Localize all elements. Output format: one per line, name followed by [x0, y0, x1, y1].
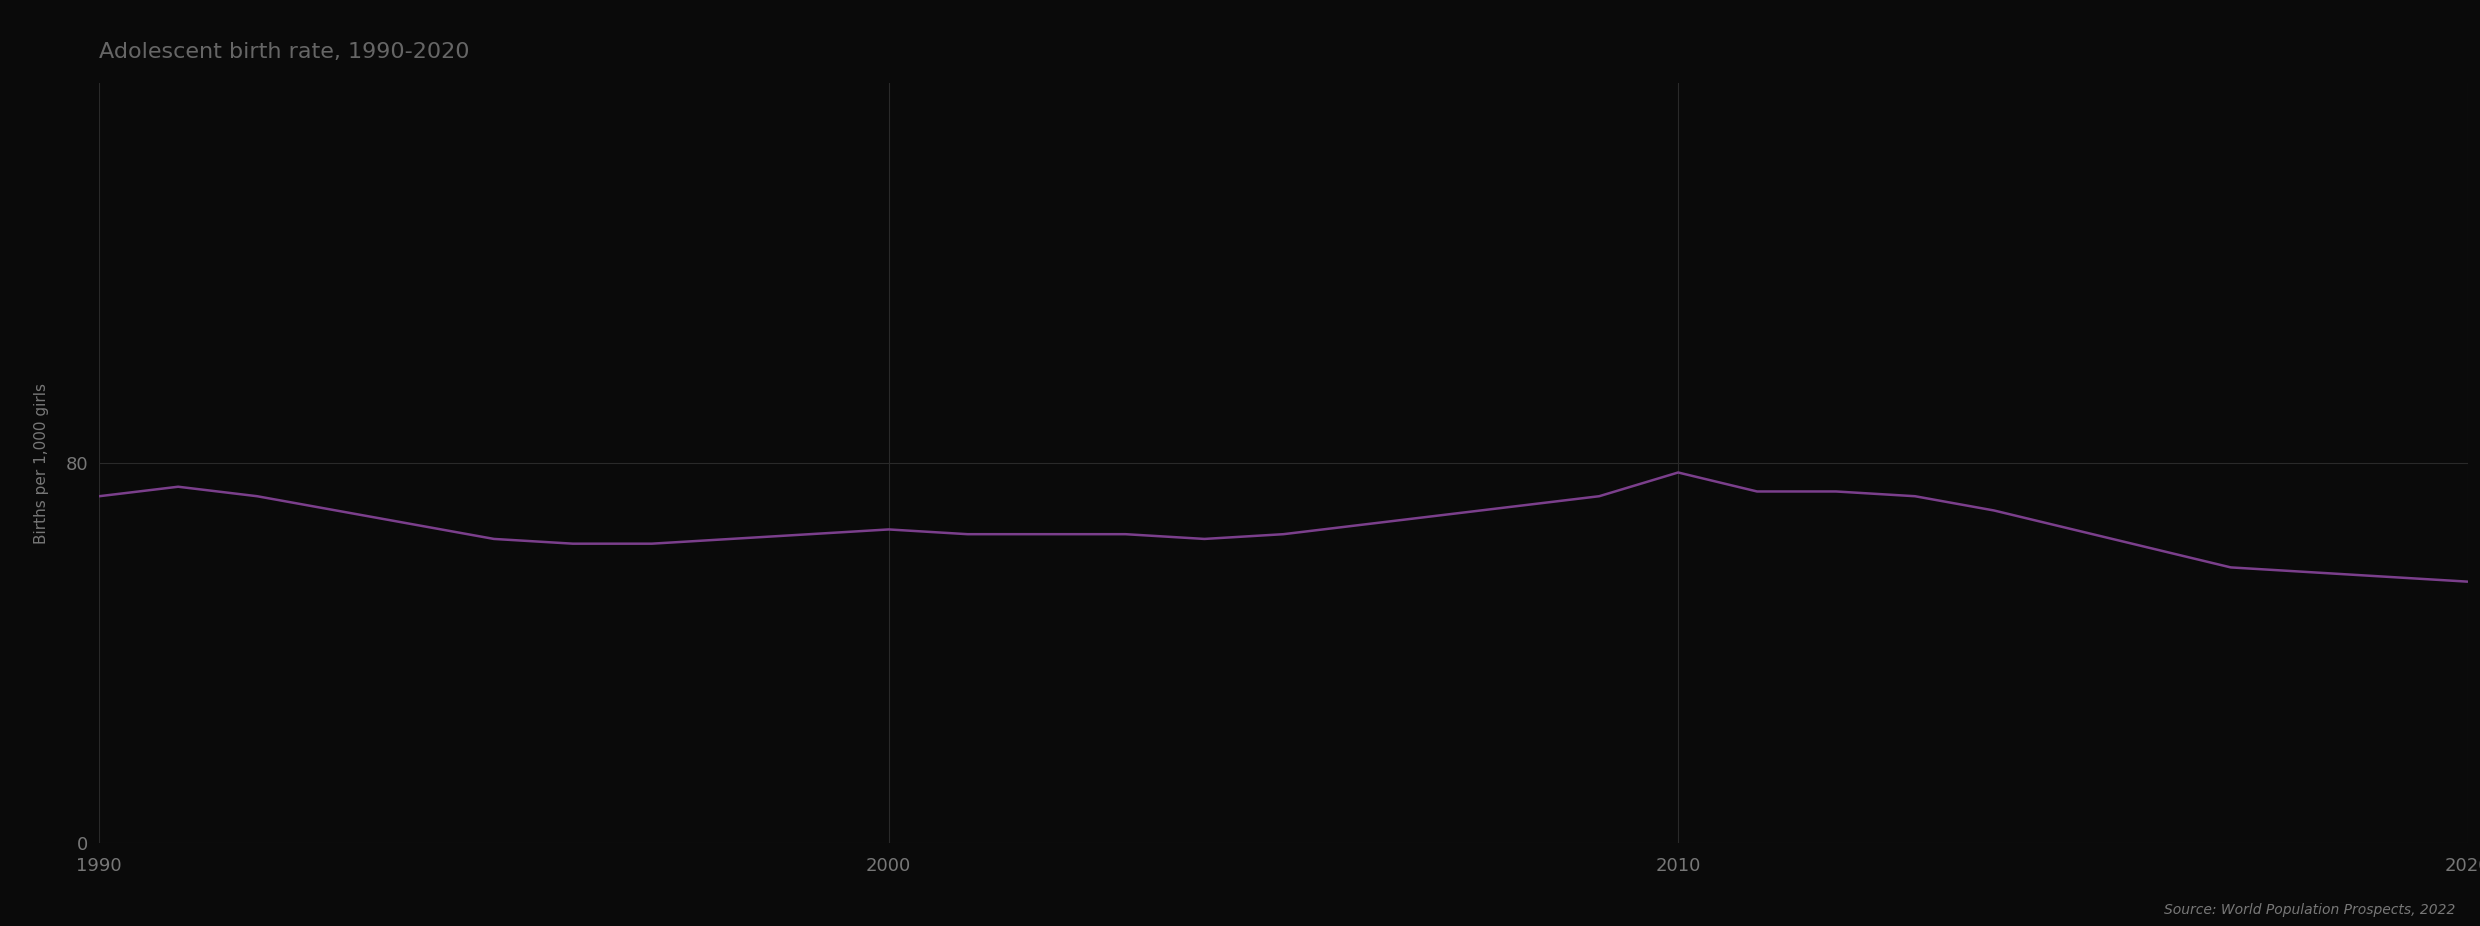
- Text: Adolescent birth rate, 1990-2020: Adolescent birth rate, 1990-2020: [99, 43, 469, 62]
- Text: Source: World Population Prospects, 2022: Source: World Population Prospects, 2022: [2165, 903, 2455, 917]
- Y-axis label: Births per 1,000 girls: Births per 1,000 girls: [35, 382, 50, 544]
